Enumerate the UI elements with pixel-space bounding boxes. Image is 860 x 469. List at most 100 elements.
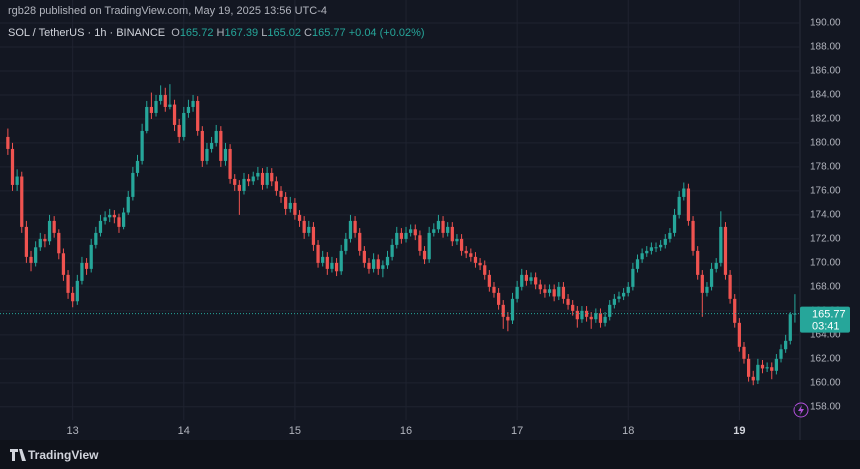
candle-body bbox=[344, 238, 348, 251]
candle-body bbox=[617, 296, 621, 299]
candle-body bbox=[672, 214, 677, 233]
x-tick-label: 19 bbox=[733, 425, 745, 437]
candle-body bbox=[228, 148, 232, 179]
candle-body bbox=[793, 313, 797, 315]
candle-body bbox=[24, 226, 29, 257]
candle-body bbox=[409, 229, 413, 233]
candle-body bbox=[751, 376, 755, 381]
candle-body bbox=[61, 253, 66, 275]
candle-body bbox=[237, 184, 241, 191]
candle-body bbox=[117, 217, 121, 227]
candle-body bbox=[728, 274, 732, 299]
y-tick-label: 164.00 bbox=[810, 329, 841, 340]
x-tick-label: 16 bbox=[400, 425, 412, 437]
y-tick-label: 162.00 bbox=[810, 353, 841, 364]
candle-body bbox=[270, 172, 274, 182]
brand: TradingView bbox=[28, 448, 99, 462]
ohlc-value: 165.72 bbox=[179, 27, 214, 39]
candle-body bbox=[580, 310, 584, 320]
candle-body bbox=[455, 238, 459, 242]
candle-body bbox=[205, 148, 209, 161]
candle-body bbox=[330, 262, 334, 269]
candle-body bbox=[381, 265, 385, 269]
candle-body bbox=[135, 160, 140, 173]
candle-body bbox=[265, 172, 269, 185]
candle-body bbox=[6, 136, 10, 149]
candle-body bbox=[436, 220, 441, 230]
candle-body bbox=[765, 367, 769, 369]
candle-body bbox=[422, 250, 427, 260]
candle-body bbox=[84, 262, 89, 269]
x-tick-label: 18 bbox=[622, 425, 634, 437]
candle-body bbox=[432, 229, 436, 233]
candle-body bbox=[709, 268, 714, 287]
candle-body bbox=[529, 277, 533, 281]
x-tick-label: 15 bbox=[289, 425, 301, 437]
candle-body bbox=[103, 217, 107, 221]
candle-body bbox=[339, 250, 343, 272]
candle-body bbox=[645, 250, 649, 254]
y-tick-label: 174.00 bbox=[810, 210, 841, 221]
symbol: SOL / TetherUS · 1h · BINANCE bbox=[8, 27, 166, 39]
candle-body bbox=[594, 313, 598, 320]
candle-body bbox=[427, 232, 431, 260]
candle-body bbox=[47, 220, 52, 242]
price-tag-value: 165.77 bbox=[812, 309, 846, 321]
candle-body bbox=[515, 286, 519, 299]
candle-body bbox=[705, 286, 709, 293]
candle-body bbox=[635, 259, 640, 269]
candle-body bbox=[126, 196, 130, 213]
candle-body bbox=[284, 196, 288, 209]
candle-body bbox=[487, 274, 491, 287]
candle-body bbox=[89, 244, 93, 269]
candle-body bbox=[469, 253, 473, 257]
candle-body bbox=[779, 349, 783, 359]
candle-body bbox=[168, 104, 172, 107]
candle-body bbox=[756, 364, 760, 381]
y-tick-label: 158.00 bbox=[810, 401, 841, 412]
candle-body bbox=[496, 292, 501, 305]
candle-body bbox=[723, 226, 728, 275]
candle-body bbox=[450, 226, 454, 242]
candle-body bbox=[251, 176, 255, 182]
candle-body bbox=[733, 298, 737, 323]
x-tick-label: 17 bbox=[511, 425, 523, 437]
candle-body bbox=[223, 148, 228, 161]
y-tick-label: 170.00 bbox=[810, 258, 841, 269]
y-tick-label: 182.00 bbox=[810, 114, 841, 125]
candle-body bbox=[242, 178, 246, 191]
candle-body bbox=[510, 298, 515, 321]
candle-body bbox=[362, 250, 366, 263]
candle-body bbox=[700, 274, 704, 293]
candle-body bbox=[557, 286, 561, 297]
candle-body bbox=[15, 176, 19, 185]
candle-body bbox=[80, 262, 84, 281]
candle-body bbox=[464, 250, 468, 254]
candle-body bbox=[478, 262, 482, 266]
grid bbox=[0, 0, 800, 420]
ohlc-key: C bbox=[304, 27, 312, 39]
candle-body bbox=[288, 202, 292, 209]
candle-body bbox=[612, 298, 616, 305]
candle-body bbox=[52, 220, 56, 233]
change: +0.04 (+0.02%) bbox=[348, 27, 425, 39]
candle-body bbox=[57, 232, 61, 254]
price-tag bbox=[800, 306, 850, 333]
candle-body bbox=[520, 274, 524, 287]
candle-body bbox=[659, 244, 663, 248]
candle-body bbox=[348, 220, 353, 239]
candle-body bbox=[376, 259, 380, 269]
candle-body bbox=[696, 250, 700, 275]
y-tick-label: 160.00 bbox=[810, 377, 841, 388]
candle-body bbox=[260, 172, 265, 185]
candle-body bbox=[321, 256, 325, 263]
candle-body bbox=[149, 106, 154, 113]
candle-body bbox=[682, 188, 686, 197]
candle-body bbox=[746, 358, 751, 377]
candle-body bbox=[75, 280, 79, 302]
y-tick-label: 184.00 bbox=[810, 90, 841, 101]
candle-body bbox=[172, 104, 177, 125]
candle-body bbox=[459, 238, 464, 251]
candle-body bbox=[524, 274, 529, 281]
